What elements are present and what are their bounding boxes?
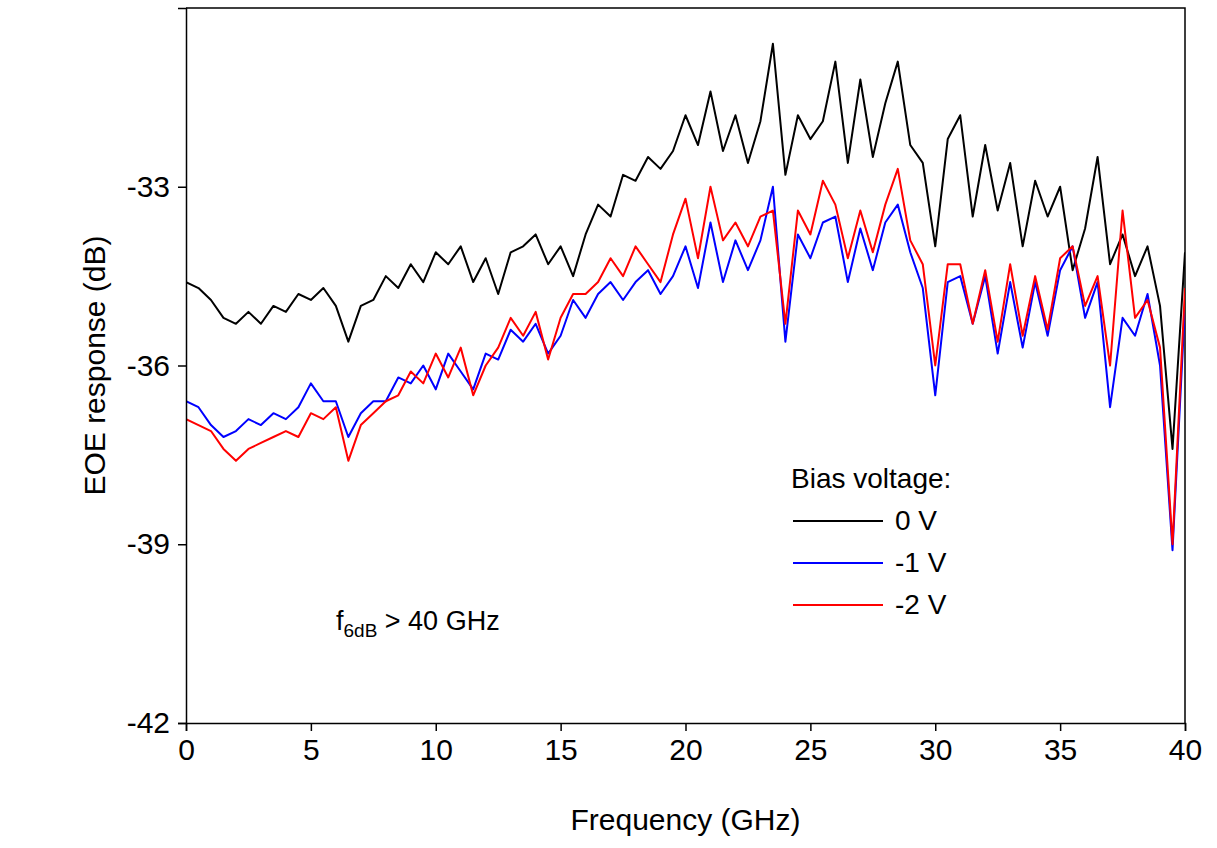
- x-tick-label: 20: [669, 733, 702, 766]
- x-tick-mark: [685, 723, 687, 731]
- x-tick-mark: [1185, 723, 1187, 731]
- x-tick-mark: [810, 723, 812, 731]
- x-tick-label: 15: [544, 733, 577, 766]
- x-tick: 20: [669, 723, 702, 766]
- series-line: [186, 169, 1185, 544]
- legend-swatch: [793, 562, 883, 564]
- plot-frame: [186, 8, 1185, 723]
- series-lines: [186, 44, 1185, 550]
- y-tick: -42: [127, 706, 186, 739]
- plot-area: 0 5 10 15 20 25 30 35 40 -42 -39 -36 -33 f6dB > 40 GH…: [127, 8, 1203, 766]
- series-line: [186, 187, 1185, 550]
- x-tick-mark: [1060, 723, 1062, 731]
- chart: 0 5 10 15 20 25 30 35 40 -42 -39 -36 -33 f6dB > 40 GH…: [0, 0, 1217, 848]
- y-tick-label: -33: [127, 170, 170, 203]
- legend: Bias voltage: 0 V -1 V -2 V: [791, 463, 951, 620]
- x-tick-mark: [935, 723, 937, 731]
- y-tick: -39: [127, 527, 186, 560]
- x-tick-mark: [311, 723, 313, 731]
- y-tick-mark: [178, 365, 186, 367]
- annotation-text: > 40 GHz: [377, 606, 499, 636]
- x-tick: 10: [420, 723, 453, 766]
- y-tick-label: -36: [127, 349, 170, 382]
- legend-label: -1 V: [895, 547, 947, 578]
- x-tick-label: 0: [178, 733, 195, 766]
- y-axis: -42 -39 -36 -33: [127, 9, 187, 740]
- x-tick-label: 10: [420, 733, 453, 766]
- legend-swatch: [793, 604, 883, 606]
- x-axis-title: Frequency (GHz): [570, 803, 800, 836]
- x-tick-label: 40: [1169, 733, 1202, 766]
- x-tick-label: 5: [303, 733, 320, 766]
- y-axis-line: [178, 9, 187, 724]
- legend-label: -2 V: [895, 589, 947, 620]
- y-axis-title: EOE response (dB): [78, 235, 111, 495]
- annotation-subscript: 6dB: [344, 620, 378, 641]
- x-tick: 15: [544, 723, 577, 766]
- y-tick-label: -42: [127, 706, 170, 739]
- x-tick-mark: [436, 723, 438, 731]
- legend-title: Bias voltage:: [791, 463, 951, 494]
- y-tick: -33: [127, 170, 186, 203]
- legend-swatch: [793, 520, 883, 522]
- y-tick-mark: [178, 544, 186, 546]
- x-tick: 5: [303, 723, 320, 766]
- y-tick: -36: [127, 349, 186, 382]
- x-tick: 30: [919, 723, 952, 766]
- x-tick: 25: [794, 723, 827, 766]
- x-tick-mark: [560, 723, 562, 731]
- legend-label: 0 V: [895, 505, 937, 536]
- x-tick: 0: [178, 723, 195, 766]
- annotation: f6dB > 40 GHz: [336, 606, 500, 641]
- x-tick: 35: [1044, 723, 1077, 766]
- x-tick: 40: [1169, 723, 1202, 766]
- x-axis-line: [187, 724, 1186, 732]
- y-tick-label: -39: [127, 527, 170, 560]
- x-tick-label: 25: [794, 733, 827, 766]
- x-axis: 0 5 10 15 20 25 30 35 40: [178, 723, 1202, 766]
- y-tick-mark: [178, 723, 186, 725]
- x-tick-label: 35: [1044, 733, 1077, 766]
- x-tick-label: 30: [919, 733, 952, 766]
- y-tick-mark: [178, 187, 186, 189]
